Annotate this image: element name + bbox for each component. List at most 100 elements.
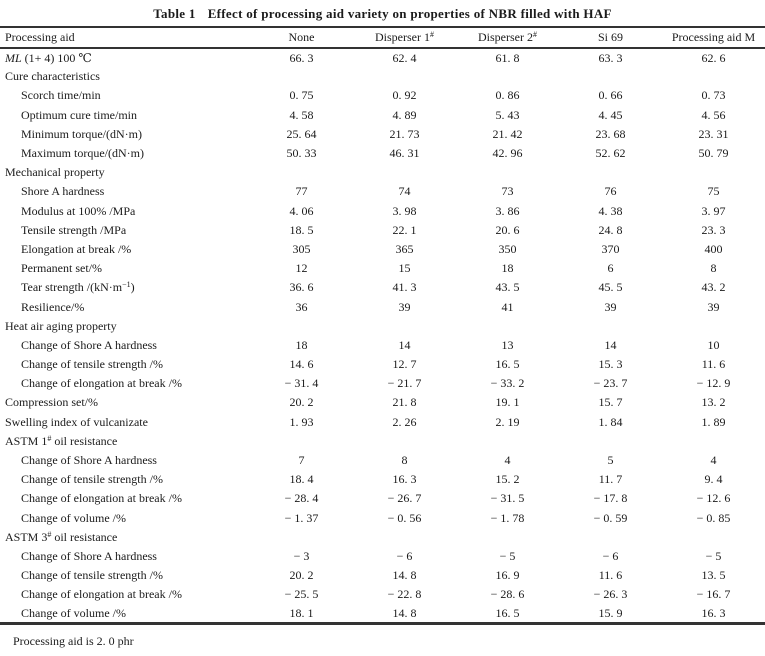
row-label: Tear strength /(kN·m−1) — [21, 280, 135, 295]
cell-value: 5 — [607, 453, 614, 468]
properties-table: Processing aid None Disperser 1# Disperser … — [0, 26, 765, 626]
row-label: Change of tensile strength /% — [21, 357, 163, 372]
cell-value: 36. 6 — [289, 280, 314, 295]
row-label: Change of Shore A hardness — [21, 548, 157, 563]
table-row: Maximum torque/(dN·m) 50. 33 46. 31 42. 96 5… — [0, 144, 765, 163]
cell-value: 4. 06 — [289, 203, 314, 218]
cell-value — [353, 317, 456, 336]
cell-value: 14. 6 — [289, 357, 314, 372]
cell-value: − 23. 7 — [593, 376, 628, 391]
cell-value: − 1. 78 — [490, 510, 525, 525]
cell-value: 76 — [604, 184, 617, 199]
cell-value — [559, 67, 662, 86]
cell-value: 3. 86 — [495, 203, 520, 218]
header-row: Processing aid None Disperser 1# Disperser … — [0, 27, 765, 48]
table-row: Shore A hardness 77 74 73 76 75 — [0, 182, 765, 201]
row-label: Change of Shore A hardness — [21, 337, 157, 352]
row-label: Change of tensile strength /% — [21, 568, 163, 583]
row-label: ML (1+ 4) 100 ℃ — [5, 50, 92, 65]
cell-value — [662, 317, 765, 336]
cell-value: − 25. 5 — [284, 587, 319, 602]
table-row: Elongation at break /% 305 365 350 370 400 — [0, 240, 765, 259]
row-label: Modulus at 100% /MPa — [21, 203, 136, 218]
cell-value: 2. 26 — [392, 414, 417, 429]
row-label: Change of elongation at break /% — [21, 376, 182, 391]
cell-value: 16. 3 — [701, 605, 726, 620]
section-row: ASTM 3# oil resistance — [0, 528, 765, 547]
table-caption: Effect of processing aid variety on prop… — [207, 6, 612, 21]
cell-value — [662, 432, 765, 451]
cell-value: 12 — [295, 261, 308, 276]
table-row: Permanent set/% 12 15 18 6 8 — [0, 259, 765, 278]
table-row: Change of Shore A hardness 18 14 13 14 10 — [0, 336, 765, 355]
header-processing-aid: Processing aid — [5, 30, 75, 44]
cell-value: 21. 42 — [492, 126, 523, 141]
row-label: Tensile strength /MPa — [21, 222, 127, 237]
cell-value: 0. 86 — [495, 88, 520, 103]
cell-value — [559, 317, 662, 336]
cell-value: 14. 8 — [392, 568, 417, 583]
cell-value: 305 — [292, 241, 311, 256]
table-row: Minimum torque/(dN·m) 25. 64 21. 73 21. 42 2… — [0, 125, 765, 144]
cell-value: 39 — [604, 299, 617, 314]
cell-value — [353, 67, 456, 86]
cell-value: 20. 2 — [289, 395, 314, 410]
cell-value: 36 — [295, 299, 308, 314]
row-label: Shore A hardness — [21, 184, 105, 199]
cell-value: 41 — [501, 299, 514, 314]
cell-value — [559, 163, 662, 182]
cell-value: 15 — [398, 261, 411, 276]
cell-value: 23. 3 — [701, 222, 726, 237]
cell-value: 43. 5 — [495, 280, 520, 295]
cell-value: − 16. 7 — [696, 587, 731, 602]
cell-value: 16. 5 — [495, 357, 520, 372]
header-col-5: Processing aid M — [671, 30, 756, 44]
row-label: Resilience/% — [21, 299, 85, 314]
cell-value: 41. 3 — [392, 280, 417, 295]
cell-value: 14. 8 — [392, 605, 417, 620]
cell-value: − 31. 5 — [490, 491, 525, 506]
cell-value: 46. 31 — [389, 146, 420, 161]
cell-value: 21. 8 — [392, 395, 417, 410]
cell-value: 39 — [707, 299, 720, 314]
cell-value: 73 — [501, 184, 514, 199]
cell-value: 4. 89 — [392, 107, 417, 122]
cell-value: − 26. 7 — [387, 491, 422, 506]
row-label: Maximum torque/(dN·m) — [21, 146, 144, 161]
cell-value — [456, 528, 559, 547]
cell-value: 1. 89 — [701, 414, 726, 429]
cell-value: 22. 1 — [392, 222, 417, 237]
cell-value — [662, 67, 765, 86]
table-row: Change of Shore A hardness − 3 − 6 − 5 − 6 − … — [0, 547, 765, 566]
cell-value: 16. 3 — [392, 472, 417, 487]
table-row: Optimum cure time/min 4. 58 4. 89 5. 43 4. 4… — [0, 106, 765, 125]
cell-value: 7 — [298, 453, 305, 468]
cell-value — [456, 317, 559, 336]
cell-value: 400 — [704, 241, 723, 256]
row-label: Compression set/% — [5, 395, 98, 410]
table-title: Table 1 Effect of processing aid variety … — [0, 6, 765, 22]
header-col-4: Si 69 — [597, 30, 623, 44]
cell-value: − 0. 85 — [696, 510, 731, 525]
cell-value: 42. 96 — [492, 146, 523, 161]
cell-value: 24. 8 — [598, 222, 623, 237]
cell-value: 11. 6 — [598, 568, 623, 583]
table-row: Compression set/% 20. 2 21. 8 19. 1 15. 7 13.… — [0, 393, 765, 412]
cell-value: 3. 98 — [392, 203, 417, 218]
table-row: Tensile strength /MPa 18. 5 22. 1 20. 6 24. … — [0, 221, 765, 240]
cell-value — [353, 528, 456, 547]
cell-value: 13 — [501, 337, 514, 352]
cell-value — [353, 163, 456, 182]
cell-value: 9. 4 — [704, 472, 723, 487]
cell-value: 20. 6 — [495, 222, 520, 237]
cell-value: 16. 5 — [495, 605, 520, 620]
cell-value: 11. 6 — [701, 357, 726, 372]
cell-value: − 3 — [293, 548, 310, 563]
table-row: Swelling index of vulcanizate 1. 93 2. 26 2… — [0, 413, 765, 432]
table-row: Change of elongation at break /% − 31. 4 −… — [0, 374, 765, 393]
header-col-1: None — [288, 30, 315, 44]
cell-value: 4 — [504, 453, 511, 468]
row-label: Change of elongation at break /% — [21, 491, 182, 506]
cell-value — [559, 432, 662, 451]
